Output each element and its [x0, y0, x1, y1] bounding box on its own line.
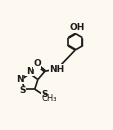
Text: O: O	[33, 59, 41, 68]
Text: S: S	[41, 90, 47, 99]
Text: N: N	[16, 74, 23, 84]
Text: N: N	[26, 67, 33, 76]
Text: NH: NH	[49, 65, 64, 74]
Text: CH₃: CH₃	[41, 94, 57, 103]
Text: S: S	[19, 86, 25, 95]
Text: OH: OH	[69, 24, 84, 32]
